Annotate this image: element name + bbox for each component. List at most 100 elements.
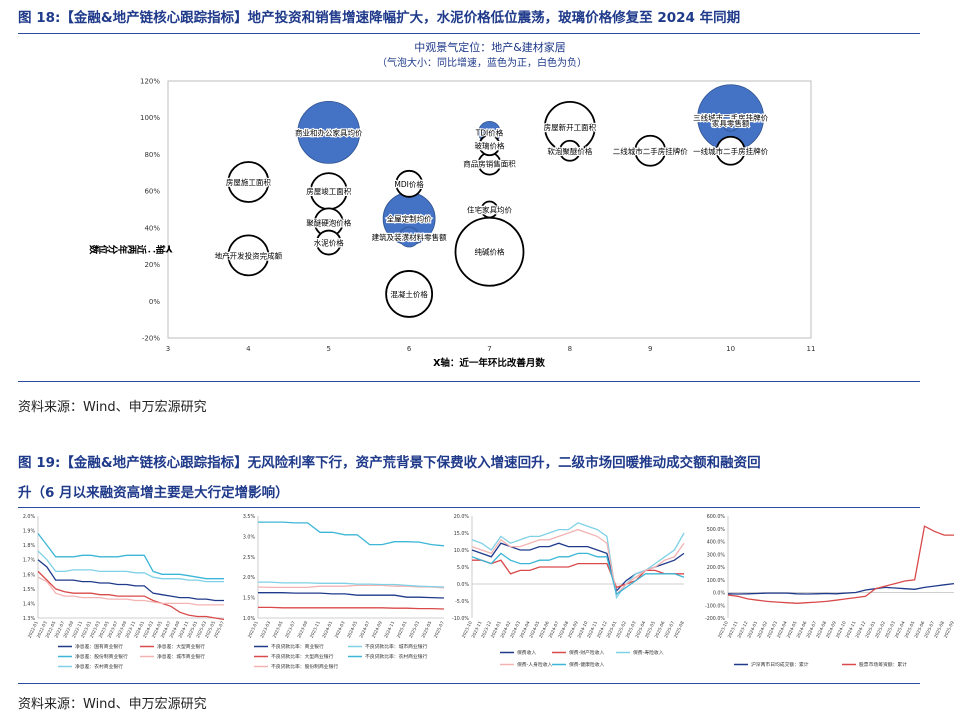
x-tick-label: 8 — [568, 345, 572, 353]
y-tick-label: 1.9% — [23, 529, 36, 535]
y-tick-label: 80% — [144, 151, 160, 159]
bubble-label: 住宅家具均价 — [467, 205, 512, 215]
x-tick-label: 5 — [327, 345, 331, 353]
y-tick-label: -20% — [142, 335, 160, 343]
x-tick-label: 2023-09 — [296, 620, 309, 639]
series-line — [258, 521, 445, 547]
y-tick-label: 2.0% — [243, 575, 256, 581]
legend-entry: 保费-健康险收入 — [569, 661, 605, 668]
y-tick-label: 1.7% — [23, 558, 36, 564]
bubble-label: 全屋定制均价 — [387, 214, 432, 224]
bubble-label: 建筑及装潢材料零售额 — [372, 232, 447, 242]
x-tick-label: 3 — [166, 345, 170, 353]
y-tick-label: 0.0% — [713, 591, 726, 597]
y-tick-label: 3.0% — [243, 534, 256, 540]
bubble-positive — [722, 114, 740, 132]
bubble-label: 二线城市二手房挂牌价 — [613, 146, 688, 156]
series-line — [471, 552, 685, 596]
figure18-title: 图 18:【金融&地产链核心跟踪指标】地产投资和销售增速降幅扩大，水泥价格低位震… — [18, 10, 741, 26]
plot-area-border — [167, 80, 812, 339]
series-line — [37, 559, 224, 602]
figure18-bottom-rule — [18, 381, 920, 382]
y-tick-label: 200.0% — [707, 565, 726, 571]
legend-entry: 不良贷款比率：股份制商业银行 — [271, 663, 338, 670]
series-line — [257, 584, 445, 589]
y-tick-label: 10.0% — [454, 548, 470, 554]
y-tick-label: 1.4% — [23, 601, 36, 607]
bubble-negative — [558, 139, 581, 162]
x-tick-label: 2023-05 — [272, 620, 285, 639]
y-tick-label: 300.0% — [707, 552, 726, 558]
x-tick-label: 10 — [726, 345, 735, 353]
legend-entry: 净息差：国有商业银行 — [75, 643, 123, 650]
bubble-negative — [634, 134, 667, 167]
legend-entry: 不良贷款比率：城市商业银行 — [365, 643, 428, 650]
series-line — [727, 525, 954, 604]
x-tick-label: 9 — [648, 345, 652, 353]
bubble-label: 三线城市二手房挂牌价 — [693, 113, 768, 123]
series-line — [37, 550, 224, 583]
market-turnover-chart: -200.0% -100.0% 0.0% 100.0% 200.0% 300.0% 400.… — [705, 514, 956, 668]
x-axis-label: X轴：近一年环比改善月数 — [433, 357, 545, 369]
x-tick-label: 2024-05 — [346, 620, 359, 639]
x-tick-label: 11 — [807, 345, 816, 353]
y-tick-label: 1.6% — [23, 572, 36, 578]
legend-entry: 保费收入 — [517, 649, 536, 656]
bubble-negative — [315, 229, 342, 256]
y-tick-label: 2.5% — [243, 555, 256, 561]
x-tick-label: 2025-03 — [408, 620, 421, 639]
x-tick-label: 2024-01 — [321, 620, 334, 639]
series-line — [37, 576, 224, 606]
y-tick-label: 20% — [144, 261, 160, 269]
legend-entry: 股票市场筹资额：累计 — [859, 661, 907, 668]
y-tick-label: 15.0% — [454, 531, 470, 537]
chart-subtitle: （气泡大小：同比增速，蓝色为正，白色为负） — [377, 56, 587, 69]
bubble-label: 一线城市二手房挂牌价 — [693, 146, 768, 156]
legend-entry: 净息差：城市商业银行 — [157, 653, 205, 660]
bubble-positive — [297, 101, 361, 164]
legend-entry: 净息差：大型商业银行 — [157, 643, 205, 650]
y-tick-label: 0.0% — [457, 582, 470, 588]
legend-entry: 净息差：股份制商业银行 — [75, 653, 128, 660]
x-tick-label: 2024-11 — [383, 620, 396, 639]
bubble-positive — [398, 226, 420, 248]
bubble-label: 聚醚硬泡价格 — [306, 217, 351, 227]
bubble-label: 纯碱价格 — [475, 247, 505, 257]
bubble-label: TDI价格 — [475, 127, 504, 137]
x-tick-label: 4 — [246, 345, 251, 353]
y-tick-label: 0% — [149, 298, 160, 306]
bank-nim-chart: 1.3%1.4%1.5%1.6%1.7%1.8%1.9%2.0%2022-012… — [23, 514, 226, 670]
x-tick-label: 2023-11 — [309, 620, 322, 639]
y-tick-label: 500.0% — [707, 527, 726, 533]
series-line — [258, 592, 445, 599]
series-line — [472, 559, 684, 589]
bubble-chart: 中观景气定位：地产&建材家居 （气泡大小：同比增速，蓝色为正，白色为负） 3 4 5… — [89, 40, 816, 369]
figure19-bottom-rule — [18, 683, 920, 684]
figure19-title-line2: 升（6 月以来融资高增主要是大行定增影响） — [18, 485, 289, 501]
series-line — [37, 533, 224, 580]
series-line — [258, 581, 445, 588]
bubble-label: 水泥价格 — [314, 238, 344, 248]
bubble-label: 商业和办公家具均价 — [295, 127, 363, 137]
insurance-premium-chart: -10.0%-5.0%0.0%5.0%10.0%15.0%20.0%2023-1… — [452, 514, 686, 668]
x-tick-label: 2024-09 — [371, 620, 384, 639]
x-tick-label: 2023-07 — [284, 620, 297, 639]
bubble-label: 地产开发投资完成额 — [215, 250, 283, 260]
bubble-negative — [395, 169, 424, 198]
x-tick-label: 6 — [407, 345, 412, 353]
legend-entry: 不良贷款比率：大型商业银行 — [271, 653, 334, 660]
x-tick-label: 2024-03 — [334, 620, 347, 639]
bubble-negative — [478, 134, 501, 157]
y-axis-label: Y轴：近两年分位数 — [89, 243, 174, 256]
y-tick-label: 20.0% — [454, 514, 470, 520]
y-tick-label: 400.0% — [707, 540, 726, 546]
x-tick-label: 2023-03 — [259, 620, 272, 639]
x-tick-label: 2025-01 — [396, 620, 409, 639]
series-line — [471, 528, 685, 596]
y-tick-label: -200.0% — [705, 616, 725, 622]
y-tick-label: 5.0% — [457, 565, 470, 571]
x-tick-label: 7 — [487, 345, 491, 353]
bubble-label: 房屋新开工面积 — [544, 122, 597, 132]
y-tick-label: 60% — [144, 188, 160, 196]
y-tick-label: 2.0% — [23, 514, 36, 520]
